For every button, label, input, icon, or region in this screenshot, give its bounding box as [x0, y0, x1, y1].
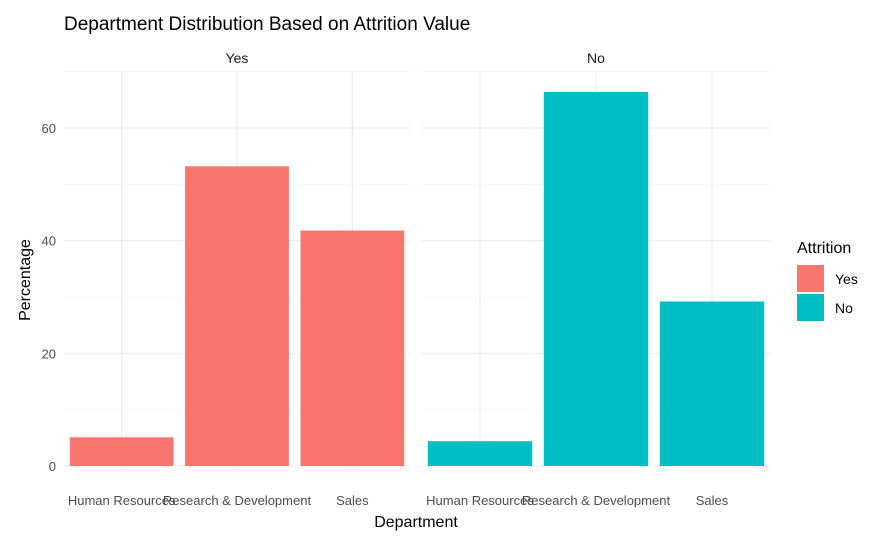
legend-key-yes [797, 265, 824, 292]
x-tick-label: Research & Development [522, 493, 671, 508]
legend-label: No [835, 300, 853, 316]
x-axis-title: Department [374, 514, 458, 531]
x-tick-label: Sales [696, 493, 729, 508]
bar-yes-1 [185, 166, 289, 466]
x-tick-label: Human Resources [68, 493, 176, 508]
bar-no-0 [427, 441, 533, 466]
bar-yes-0 [69, 437, 174, 466]
y-tick-label: 0 [49, 459, 56, 474]
facet-strip-label: Yes [226, 50, 249, 66]
x-tick-label: Sales [336, 493, 369, 508]
legend: Attrition Yes No [797, 240, 858, 321]
chart-title: Department Distribution Based on Attriti… [64, 14, 470, 35]
legend-label: Yes [835, 271, 858, 287]
bar-no-1 [543, 91, 649, 467]
bar-yes-2 [300, 230, 405, 466]
y-tick-label: 40 [42, 234, 56, 249]
y-tick-label: 20 [42, 346, 56, 361]
legend-key-no [797, 294, 824, 321]
x-tick-label: Human Resources [426, 493, 534, 508]
y-tick-label: 60 [42, 121, 56, 136]
y-axis-title: Percentage [17, 239, 34, 321]
legend-title: Attrition [797, 240, 851, 257]
facet-strip-label: No [587, 50, 605, 66]
bar-no-2 [659, 301, 765, 466]
x-tick-label: Research & Development [163, 493, 312, 508]
